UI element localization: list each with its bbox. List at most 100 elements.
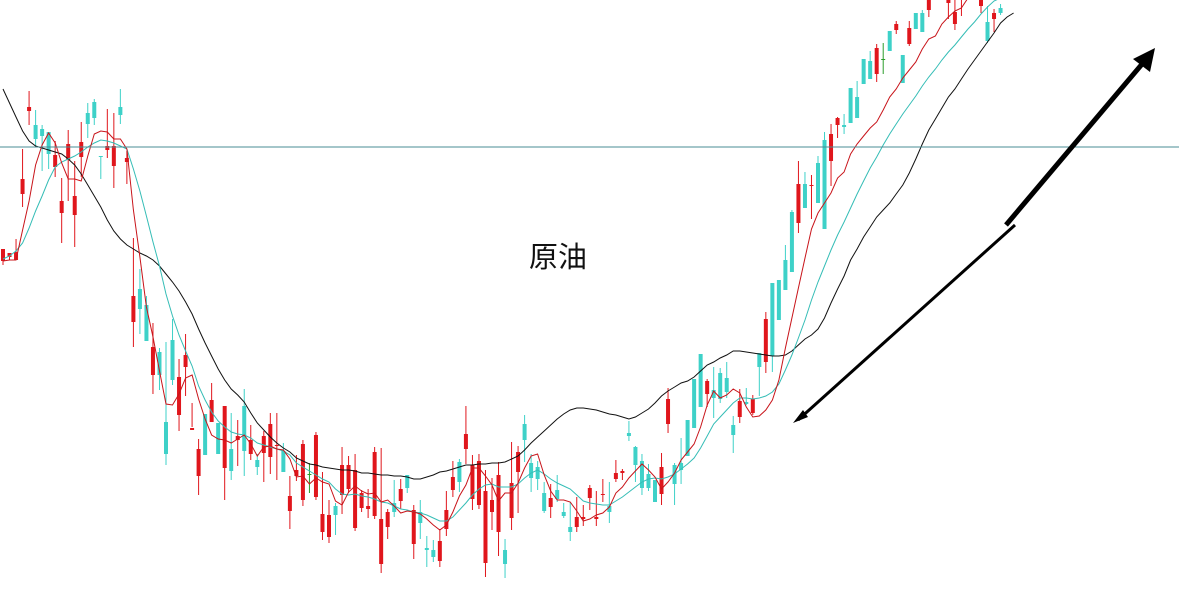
candle: [581, 505, 586, 526]
candle: [437, 529, 442, 567]
candle-body: [209, 400, 214, 422]
candle: [646, 464, 651, 491]
candle-body: [992, 13, 997, 19]
candle: [816, 156, 820, 203]
candle: [926, 0, 931, 17]
candle: [829, 124, 834, 186]
candle: [542, 482, 547, 513]
candle-body: [392, 503, 397, 512]
candle-body: [855, 97, 860, 118]
candle-body: [776, 280, 781, 320]
candle: [111, 113, 116, 188]
candle-body: [372, 452, 377, 516]
candle-body: [744, 402, 749, 404]
candle-body: [796, 184, 801, 223]
candle-body: [27, 107, 32, 111]
candle: [568, 502, 573, 541]
candle: [170, 319, 175, 385]
candle: [522, 415, 527, 462]
candle-body: [620, 471, 625, 473]
candle: [320, 472, 325, 540]
candle: [313, 432, 318, 500]
candle: [209, 383, 214, 422]
candle-body: [913, 13, 918, 29]
candle-body: [59, 201, 64, 213]
candle: [418, 500, 423, 539]
candle: [222, 406, 227, 500]
candle-body: [633, 447, 638, 465]
candle: [496, 462, 501, 556]
candle-body: [268, 424, 273, 457]
ma-slow-line: [2, 12, 1014, 480]
candle: [476, 454, 481, 509]
candle: [574, 497, 579, 532]
candle: [952, 0, 957, 30]
candle-body: [405, 475, 410, 488]
candle: [248, 425, 253, 460]
candle: [470, 455, 475, 510]
candle-body: [607, 506, 612, 512]
candle: [685, 420, 690, 456]
candle-body: [750, 399, 755, 413]
candle-body: [731, 425, 736, 435]
candle-body: [346, 465, 351, 489]
candle-body: [946, 0, 951, 3]
candle: [555, 475, 560, 502]
candles-layer: [1, 0, 1003, 578]
candle-body: [789, 212, 794, 272]
candle-body: [131, 296, 136, 322]
candle-body: [470, 465, 475, 499]
candle: [985, 6, 990, 43]
candle-body: [822, 140, 827, 229]
candle-body: [118, 107, 123, 115]
candle-body: [998, 8, 1003, 13]
candle: [861, 59, 866, 84]
candle: [653, 480, 657, 502]
candle: [118, 89, 123, 124]
candle: [242, 389, 247, 476]
candle-body: [666, 399, 671, 424]
candle-body: [398, 489, 403, 501]
candle: [372, 447, 377, 519]
candle-body: [92, 102, 97, 118]
candle: [85, 103, 90, 138]
candle-body: [594, 517, 599, 519]
candle-body: [229, 449, 234, 471]
candle-body: [40, 129, 45, 136]
candle: [359, 490, 364, 512]
candle: [620, 469, 625, 480]
candle-body: [900, 55, 905, 83]
candle: [874, 44, 879, 82]
candle: [92, 99, 97, 125]
candle-body: [300, 444, 305, 500]
candle: [757, 353, 762, 396]
candle-body: [600, 494, 605, 495]
candle: [776, 280, 781, 320]
candle: [666, 388, 671, 433]
candle-body: [705, 381, 710, 394]
candle-body: [85, 113, 90, 124]
candle: [79, 122, 84, 177]
candle: [14, 239, 19, 260]
candle-body: [757, 353, 762, 367]
candle: [711, 367, 716, 418]
candle: [20, 149, 25, 207]
candle-body: [783, 260, 788, 290]
candle-body: [66, 144, 71, 160]
candle-body: [327, 515, 331, 537]
candle-body: [692, 379, 697, 428]
candle-body: [724, 378, 729, 392]
candle-body: [444, 510, 449, 529]
candle-body: [33, 125, 38, 139]
candle: [705, 379, 710, 407]
candle: [144, 296, 149, 341]
candle: [66, 130, 71, 201]
candle: [607, 482, 612, 523]
candle-body: [235, 436, 240, 440]
candle: [124, 151, 129, 184]
candle: [907, 21, 912, 46]
candle-body: [568, 527, 573, 532]
candle: [946, 0, 951, 19]
candle-body: [79, 142, 84, 157]
